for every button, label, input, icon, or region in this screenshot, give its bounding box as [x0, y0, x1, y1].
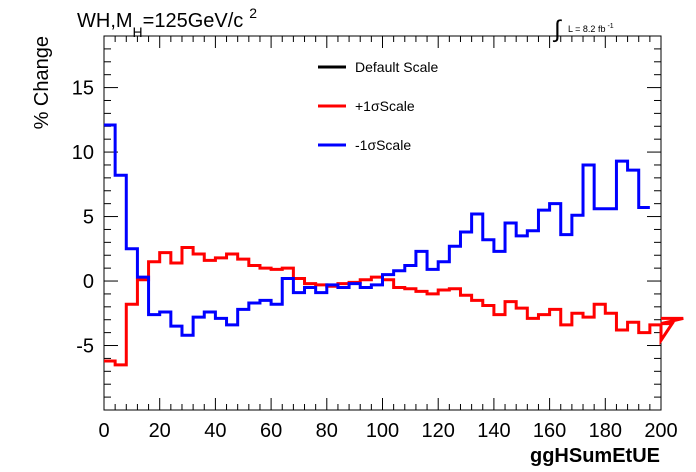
x-tick-label: 160 [533, 420, 566, 442]
x-tick-label: 200 [644, 420, 677, 442]
axis-ticks: 0 20 40 60 80 100 120 140 160 180 200 -5 0 5 10 15 [72, 35, 678, 442]
title-prefix: WH,M [77, 10, 133, 32]
x-tick-label: 100 [366, 420, 399, 442]
title-superscript: 2 [249, 5, 257, 21]
integral-symbol: ∫ [552, 16, 562, 43]
luminosity-label: L = 8.2 fb -1 [568, 23, 614, 34]
y-tick-label: 15 [72, 78, 94, 100]
title-main: =125GeV/c [143, 10, 244, 32]
title-subscript: H [133, 24, 143, 40]
x-tick-label: 40 [204, 420, 226, 442]
series-line-2 [104, 123, 650, 337]
legend: Default Scale +1σScale -1σScale [318, 59, 438, 153]
y-tick-label: 10 [72, 142, 94, 164]
chart-title: WH,MH=125GeV/c 2 [77, 5, 257, 40]
legend-label: +1σScale [355, 98, 415, 114]
x-tick-label: 0 [98, 420, 109, 442]
y-tick-label: -5 [76, 336, 94, 358]
x-tick-label: 180 [589, 420, 622, 442]
x-tick-label: 80 [316, 420, 338, 442]
legend-label: -1σScale [355, 137, 411, 153]
x-tick-label: 140 [477, 420, 510, 442]
y-tick-label: 5 [83, 207, 94, 229]
luminosity-superscript: -1 [607, 23, 613, 30]
y-axis-label: % Change [31, 36, 53, 129]
legend-label: Default Scale [355, 59, 438, 75]
x-axis-label: ggHSumEtUE [530, 445, 660, 467]
x-tick-label: 120 [422, 420, 455, 442]
x-tick-label: 20 [149, 420, 171, 442]
x-tick-label: 60 [260, 420, 282, 442]
series-layer [104, 123, 684, 367]
series-line-1 [104, 246, 684, 367]
y-tick-label: 0 [83, 271, 94, 293]
luminosity-text: L = 8.2 fb [568, 24, 605, 34]
